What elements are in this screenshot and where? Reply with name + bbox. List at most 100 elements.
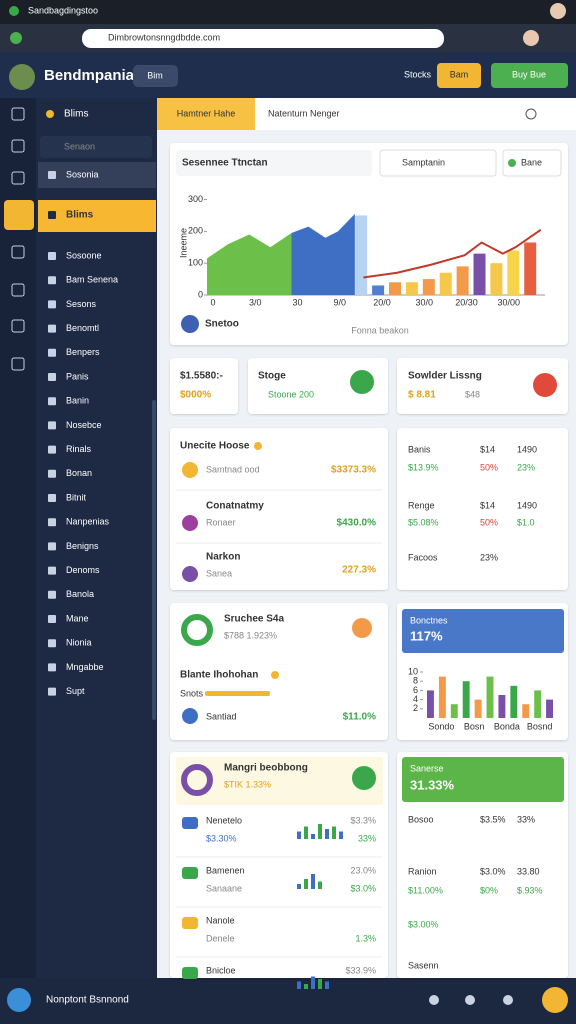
menu-button[interactable]	[133, 65, 178, 87]
nav-icon	[48, 211, 56, 219]
nav-item: Rinals	[66, 444, 92, 454]
rail-icon	[11, 139, 25, 153]
y-tick-label: 100	[188, 258, 203, 268]
spark-bar	[297, 981, 301, 989]
rail-icon	[11, 171, 25, 185]
nav-icon	[48, 663, 56, 672]
menu-label: Bim	[147, 70, 163, 80]
item-value: $3373.3%	[331, 465, 376, 476]
card-header	[176, 757, 383, 805]
footer-button[interactable]	[542, 987, 568, 1013]
card-value: 117%	[410, 628, 443, 643]
dot	[508, 159, 516, 167]
bar	[507, 250, 520, 295]
cell: $14	[480, 444, 495, 454]
bar	[498, 695, 506, 718]
row-icon	[182, 917, 198, 929]
x-tick-label: 0	[210, 297, 215, 307]
item-title: Narkon	[206, 552, 240, 563]
active-tab[interactable]	[157, 98, 255, 130]
nav-icon	[48, 518, 56, 527]
card	[170, 428, 388, 590]
bar	[405, 282, 418, 295]
spark-bar	[311, 874, 315, 889]
row-icon	[182, 967, 198, 979]
footer-icon	[465, 995, 475, 1005]
nav-item: Sosonia	[66, 169, 99, 179]
item-sub: Ronaer	[206, 517, 236, 527]
cell: $.93%	[517, 885, 543, 895]
rail-icon	[11, 245, 25, 259]
card-title: Mangri beobbong	[224, 763, 308, 774]
card	[397, 358, 568, 414]
card-header[interactable]	[402, 757, 564, 802]
cell: 23%	[480, 552, 498, 562]
icon-rail	[0, 98, 36, 978]
cell: 50%	[480, 517, 498, 527]
spark-bar	[318, 881, 322, 889]
bar	[427, 690, 434, 718]
favicon	[9, 6, 19, 16]
bar	[534, 690, 542, 718]
bar	[546, 699, 553, 718]
bar	[522, 704, 530, 718]
row-value: 1.3%	[355, 933, 376, 943]
item: Santiad	[206, 711, 237, 721]
nav-icon	[48, 566, 56, 575]
area	[207, 232, 292, 295]
nav-icon	[48, 494, 56, 502]
filter[interactable]	[502, 149, 562, 177]
cell: $3.0%	[480, 866, 506, 876]
nav-highlight[interactable]	[38, 162, 156, 188]
cell: Bosoo	[408, 814, 434, 824]
bar	[450, 704, 458, 718]
x-tick-label: 9/0	[333, 297, 346, 307]
card	[170, 358, 238, 414]
search[interactable]	[40, 136, 152, 158]
nav-icon	[48, 615, 56, 623]
heading: Blante Ihohohan	[180, 670, 258, 681]
row-name: Bamenen	[206, 865, 245, 875]
cell: 50%	[480, 462, 498, 472]
rail-active[interactable]	[4, 200, 34, 230]
nav-active[interactable]	[38, 200, 156, 232]
card	[397, 428, 568, 590]
nav-item: Nionia	[66, 638, 92, 648]
x-tick-label: 30/0	[415, 297, 433, 307]
cell: Sasenn	[408, 960, 439, 970]
cell: $11.00%	[408, 885, 443, 895]
axis-title: Ineeme	[178, 228, 188, 258]
dot	[254, 442, 262, 450]
nav-icon	[48, 171, 56, 179]
cell: $3.5%	[480, 814, 506, 824]
item-icon	[182, 708, 198, 724]
x-tick-label: Bosn	[464, 721, 485, 731]
rail-icon	[11, 283, 25, 297]
card	[170, 752, 388, 978]
dropdown-text: Sesennee Ttnctan	[182, 158, 268, 169]
nav-icon	[48, 469, 56, 478]
url-field[interactable]	[82, 29, 444, 48]
card-header[interactable]	[402, 609, 564, 653]
spark-bar	[325, 829, 329, 839]
nav-item: Mane	[66, 613, 89, 623]
nav-item: Benpers	[66, 347, 100, 357]
row-icon	[182, 867, 198, 879]
search[interactable]	[379, 149, 497, 177]
action-button[interactable]	[491, 63, 568, 88]
filter-text: Bane	[521, 157, 542, 167]
cell: 33%	[517, 814, 535, 824]
card-sub: $788 1.923%	[224, 630, 277, 640]
tree-icon	[350, 370, 374, 394]
legend: Snetoo	[205, 319, 239, 330]
spark-bar	[318, 979, 322, 989]
nav-icon	[48, 542, 56, 551]
x-tick-label: Bosnd	[527, 721, 553, 731]
dropdown[interactable]	[176, 150, 372, 176]
cell: Ranion	[408, 866, 437, 876]
stat-title: Stoge	[258, 371, 286, 382]
cell: $0%	[480, 885, 498, 895]
action-button[interactable]	[437, 63, 481, 88]
tab-bar	[0, 0, 576, 24]
tree-icon	[352, 766, 376, 790]
